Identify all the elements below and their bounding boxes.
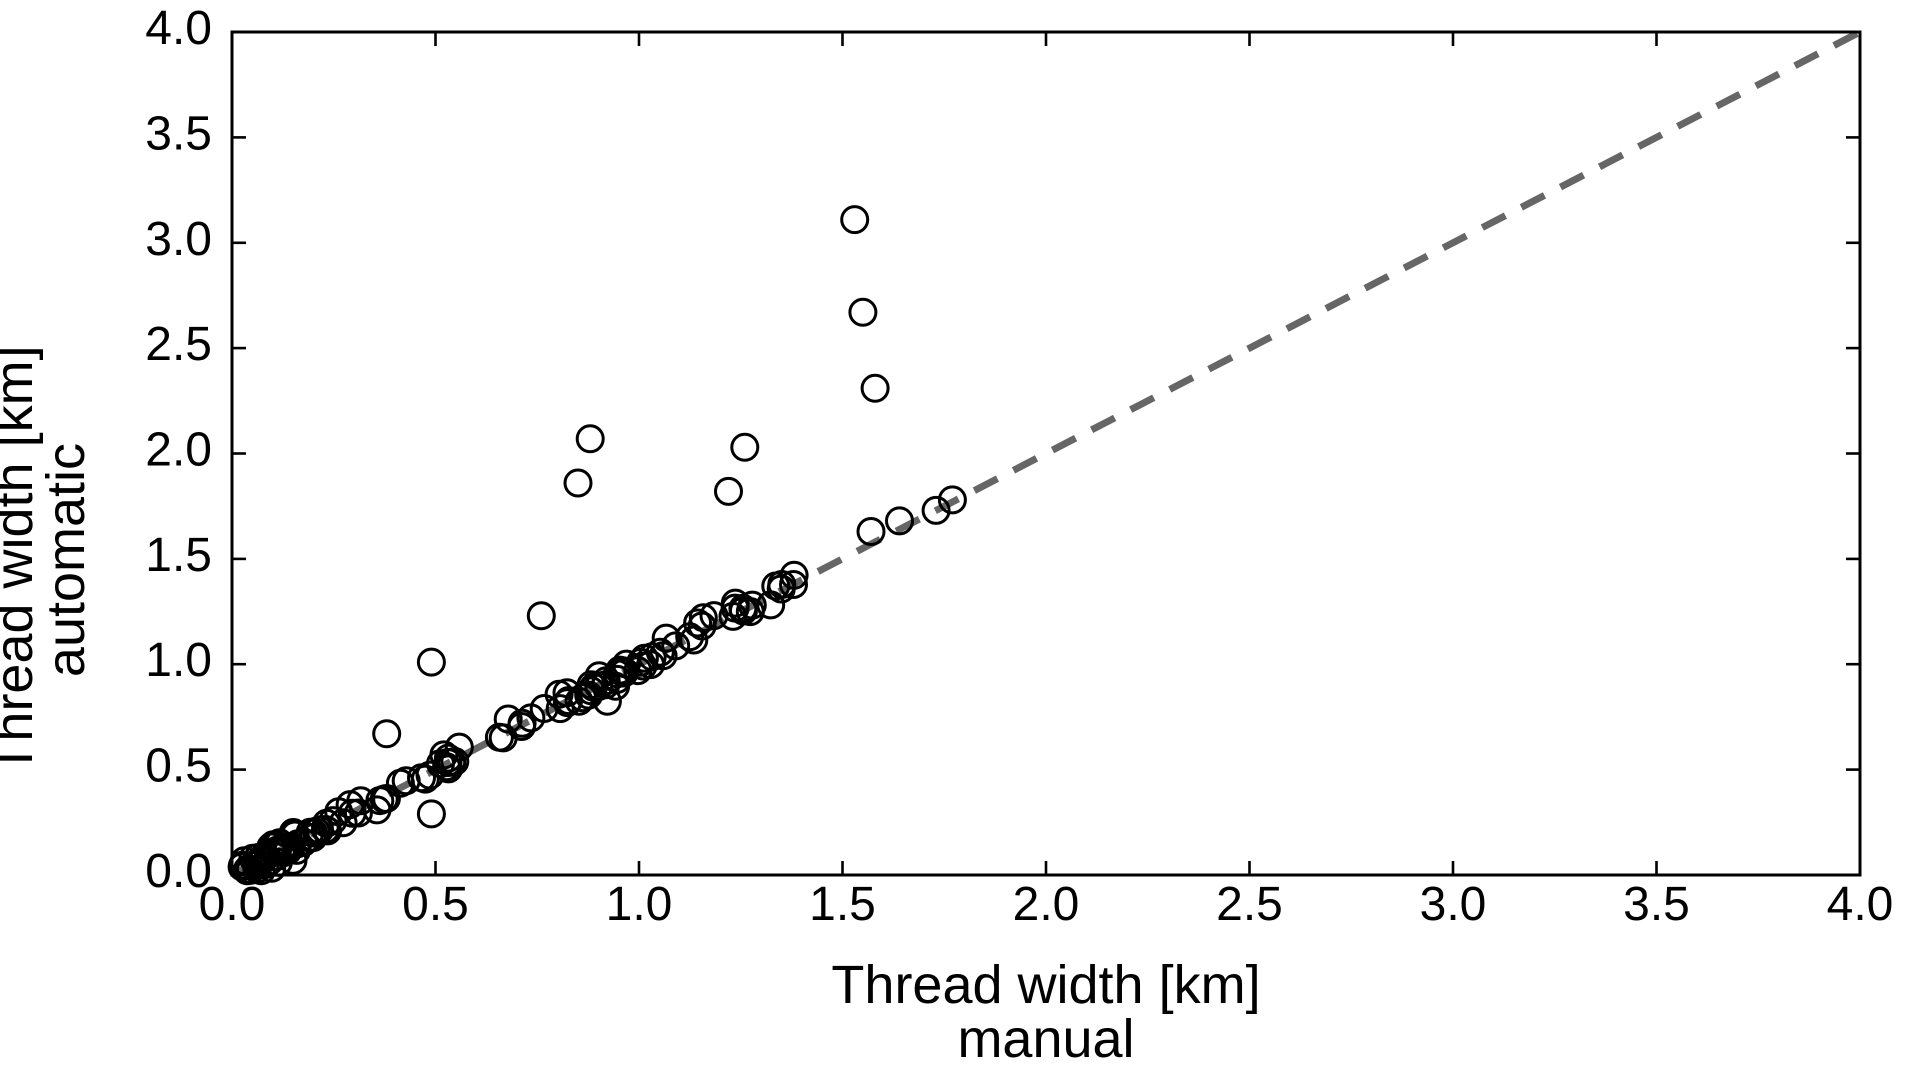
svg-text:2.0: 2.0 (1013, 878, 1080, 931)
svg-text:3.0: 3.0 (145, 213, 212, 266)
svg-text:4.0: 4.0 (1827, 878, 1894, 931)
svg-text:2.5: 2.5 (1216, 878, 1283, 931)
svg-text:Thread width [km]: Thread width [km] (831, 955, 1260, 1015)
svg-text:1.5: 1.5 (809, 878, 876, 931)
svg-text:2.0: 2.0 (145, 424, 212, 477)
svg-text:0.0: 0.0 (145, 845, 212, 898)
svg-text:3.0: 3.0 (1420, 878, 1487, 931)
svg-text:1.0: 1.0 (145, 634, 212, 687)
svg-text:0.5: 0.5 (145, 740, 212, 793)
svg-text:automatic: automatic (36, 443, 96, 677)
svg-text:3.5: 3.5 (1623, 878, 1690, 931)
svg-text:3.5: 3.5 (145, 107, 212, 160)
svg-text:manual: manual (957, 1009, 1134, 1069)
svg-text:2.5: 2.5 (145, 318, 212, 371)
svg-text:1.0: 1.0 (606, 878, 673, 931)
svg-text:4.0: 4.0 (145, 2, 212, 55)
svg-text:0.5: 0.5 (402, 878, 469, 931)
svg-text:1.5: 1.5 (145, 529, 212, 582)
